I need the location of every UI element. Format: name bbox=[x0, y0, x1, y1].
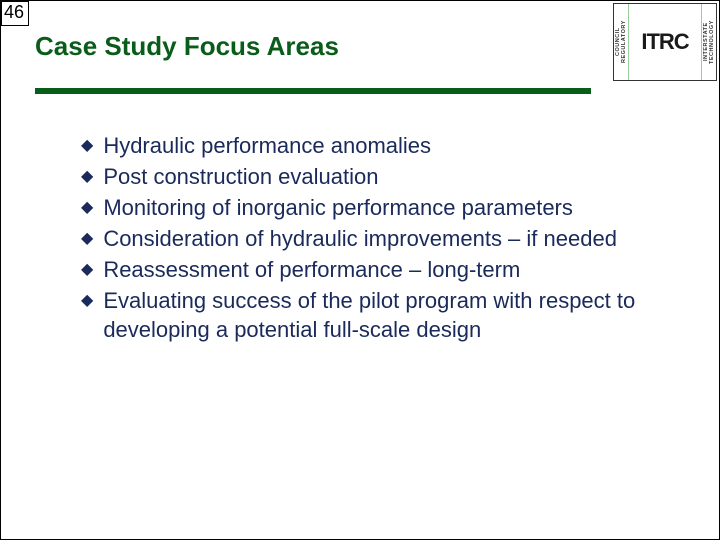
list-item: ◆ Post construction evaluation bbox=[81, 162, 659, 191]
bullet-list: ◆ Hydraulic performance anomalies ◆ Post… bbox=[81, 131, 659, 344]
logo-center-text: ITRC bbox=[628, 4, 702, 80]
diamond-bullet-icon: ◆ bbox=[81, 135, 93, 156]
list-item: ◆ Monitoring of inorganic performance pa… bbox=[81, 193, 659, 222]
bullet-text: Reassessment of performance – long-term bbox=[103, 255, 520, 284]
diamond-bullet-icon: ◆ bbox=[81, 259, 93, 280]
logo-text-regulatory: REGULATORY bbox=[621, 21, 627, 64]
logo-left-column: COUNCIL REGULATORY bbox=[614, 4, 628, 80]
bullet-text: Hydraulic performance anomalies bbox=[103, 131, 431, 160]
bullet-text: Post construction evaluation bbox=[103, 162, 378, 191]
list-item: ◆ Hydraulic performance anomalies bbox=[81, 131, 659, 160]
diamond-bullet-icon: ◆ bbox=[81, 197, 93, 218]
logo-text-technology: TECHNOLOGY bbox=[709, 20, 715, 64]
diamond-bullet-icon: ◆ bbox=[81, 166, 93, 187]
page-number: 46 bbox=[1, 1, 29, 26]
title-underline bbox=[35, 88, 591, 94]
list-item: ◆ Reassessment of performance – long-ter… bbox=[81, 255, 659, 284]
itrc-logo: COUNCIL REGULATORY ITRC INTERSTATE TECHN… bbox=[613, 3, 717, 81]
logo-right-column: INTERSTATE TECHNOLOGY bbox=[702, 4, 716, 80]
slide-title: Case Study Focus Areas bbox=[35, 31, 599, 62]
title-area: Case Study Focus Areas bbox=[35, 31, 599, 94]
content-area: ◆ Hydraulic performance anomalies ◆ Post… bbox=[81, 131, 659, 346]
diamond-bullet-icon: ◆ bbox=[81, 290, 93, 311]
list-item: ◆ Evaluating success of the pilot progra… bbox=[81, 286, 659, 344]
diamond-bullet-icon: ◆ bbox=[81, 228, 93, 249]
bullet-text: Consideration of hydraulic improvements … bbox=[103, 224, 617, 253]
bullet-text: Monitoring of inorganic performance para… bbox=[103, 193, 573, 222]
list-item: ◆ Consideration of hydraulic improvement… bbox=[81, 224, 659, 253]
bullet-text: Evaluating success of the pilot program … bbox=[103, 286, 659, 344]
